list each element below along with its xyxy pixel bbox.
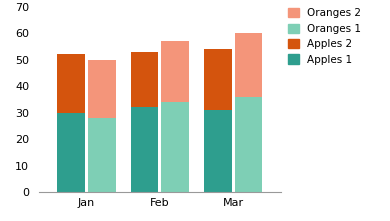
Bar [204, 110, 232, 192]
Bar [161, 102, 189, 192]
Bar [161, 41, 189, 102]
Bar [57, 113, 85, 192]
Legend: Oranges 2, Oranges 1, Apples 2, Apples 1: Oranges 2, Oranges 1, Apples 2, Apples 1 [289, 8, 361, 65]
Bar [235, 97, 262, 192]
Bar [204, 49, 232, 110]
Bar [88, 60, 116, 118]
Bar [131, 107, 158, 192]
Bar [88, 118, 116, 192]
Bar [235, 33, 262, 97]
Bar [131, 52, 158, 107]
Bar [57, 54, 85, 113]
